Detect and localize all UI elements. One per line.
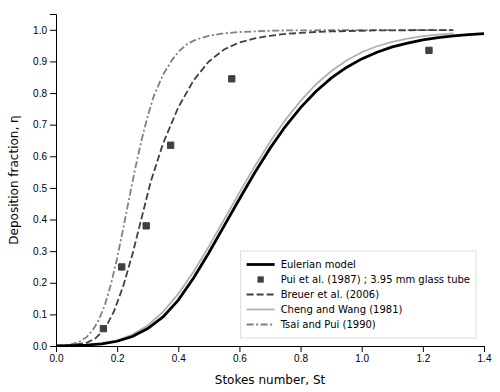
tick-mark [50, 125, 56, 126]
tick-mark [301, 346, 302, 352]
tick-mark [50, 251, 56, 252]
tick-mark [50, 188, 56, 189]
tick-label: 1.0 [355, 353, 369, 364]
tick: 0.3 [33, 246, 56, 257]
axis-line [50, 15, 57, 347]
tick-mark [50, 283, 56, 284]
tick-mark [423, 346, 424, 352]
x-axis: 0.0 0.2 0.4 0.6 0.8 1.0 1.2 1.4 [50, 346, 492, 364]
legend-item: Pui et al. (1987) ; 3.95 mm glass tube [257, 274, 470, 285]
series-line [56, 34, 484, 346]
tick-mark [239, 346, 240, 352]
tick-mark [50, 61, 56, 62]
y-axis: 0.0 0.1 0.2 0.3 0.4 0.5 0.6 0.7 0.8 0.9 1.0 [33, 15, 56, 352]
tick-mark [50, 156, 56, 157]
legend-swatch [257, 276, 263, 282]
chart: 0.00.20.40.60.81.01.21.40.00.10.20.30.40… [0, 0, 500, 392]
legend-item: Tsai and Pui (1990) [247, 319, 376, 330]
point [119, 264, 125, 270]
tick: 0.0 [33, 341, 56, 352]
tick: 0.2 [111, 346, 125, 364]
tick-mark [117, 346, 118, 352]
legend: Eulerian model Pui et al. (1987) ; 3.95 m… [241, 251, 476, 338]
tick: 0.5 [33, 183, 56, 194]
tick: 0.0 [50, 346, 64, 364]
point [143, 223, 149, 229]
tick-label: 0.6 [233, 353, 247, 364]
point [426, 47, 432, 53]
plot: 0.00.20.40.60.81.01.21.40.00.10.20.30.40… [33, 15, 492, 365]
tick-label: 0.5 [33, 183, 47, 194]
tick-label: 0.8 [33, 88, 47, 99]
tick: 0.9 [33, 56, 56, 67]
legend-swatch [247, 263, 275, 266]
tick: 0.8 [33, 88, 56, 99]
tick-label: 0.0 [33, 341, 47, 352]
tick-mark [50, 314, 56, 315]
tick-mark [50, 346, 56, 347]
axis-line [57, 347, 485, 353]
tick-label: 0.4 [33, 214, 47, 225]
tick: 0.6 [33, 151, 56, 162]
tick-label: 0.0 [50, 353, 64, 364]
tick-mark [50, 93, 56, 94]
legend-label: Pui et al. (1987) ; 3.95 mm glass tube [281, 274, 470, 285]
y-axis-title: Deposition fraction, η [7, 115, 21, 244]
tick-label: 0.9 [33, 56, 47, 67]
legend-box [241, 251, 476, 338]
tick: 0.6 [233, 346, 247, 364]
point [229, 76, 235, 82]
legend-label: Tsai and Pui (1990) [280, 319, 376, 330]
tick-mark [178, 346, 179, 352]
tick: 0.4 [33, 214, 56, 225]
point [167, 142, 173, 148]
tick-label: 0.7 [33, 119, 47, 130]
legend-item: Eulerian model [247, 259, 356, 270]
tick: 1.2 [416, 346, 430, 364]
legend-swatch [247, 309, 275, 311]
tick-mark [50, 220, 56, 221]
tick: 1.0 [355, 346, 369, 364]
legend-label: Cheng and Wang (1981) [281, 304, 403, 315]
tick-label: 0.1 [33, 309, 47, 320]
legend-swatch [247, 324, 275, 326]
legend-item: Cheng and Wang (1981) [247, 304, 403, 315]
tick: 0.4 [172, 346, 186, 364]
point [100, 325, 106, 331]
legend-label: Breuer et al. (2006) [281, 289, 380, 300]
tick-label: 0.3 [33, 246, 47, 257]
tick-mark [50, 30, 56, 31]
tick: 0.2 [33, 277, 56, 288]
tick: 0.8 [294, 346, 308, 364]
tick-label: 1.4 [478, 353, 492, 364]
tick: 0.1 [33, 309, 56, 320]
tick: 0.7 [33, 119, 56, 130]
x-axis-title: Stokes number, St [215, 373, 326, 387]
tick-mark [484, 346, 485, 352]
tick-mark [362, 346, 363, 352]
legend-item: Breuer et al. (2006) [247, 289, 380, 300]
tick-label: 1.2 [416, 353, 430, 364]
tick-label: 0.2 [111, 353, 125, 364]
tick: 1.0 [33, 25, 56, 36]
tick-label: 1.0 [33, 25, 47, 36]
tick-label: 0.4 [172, 353, 186, 364]
tick-label: 0.8 [294, 353, 308, 364]
legend-swatch [247, 294, 275, 296]
tick: 1.4 [478, 346, 492, 364]
legend-label: Eulerian model [281, 259, 356, 270]
tick-label: 0.6 [33, 151, 47, 162]
tick-label: 0.2 [33, 277, 47, 288]
marks [56, 30, 484, 346]
